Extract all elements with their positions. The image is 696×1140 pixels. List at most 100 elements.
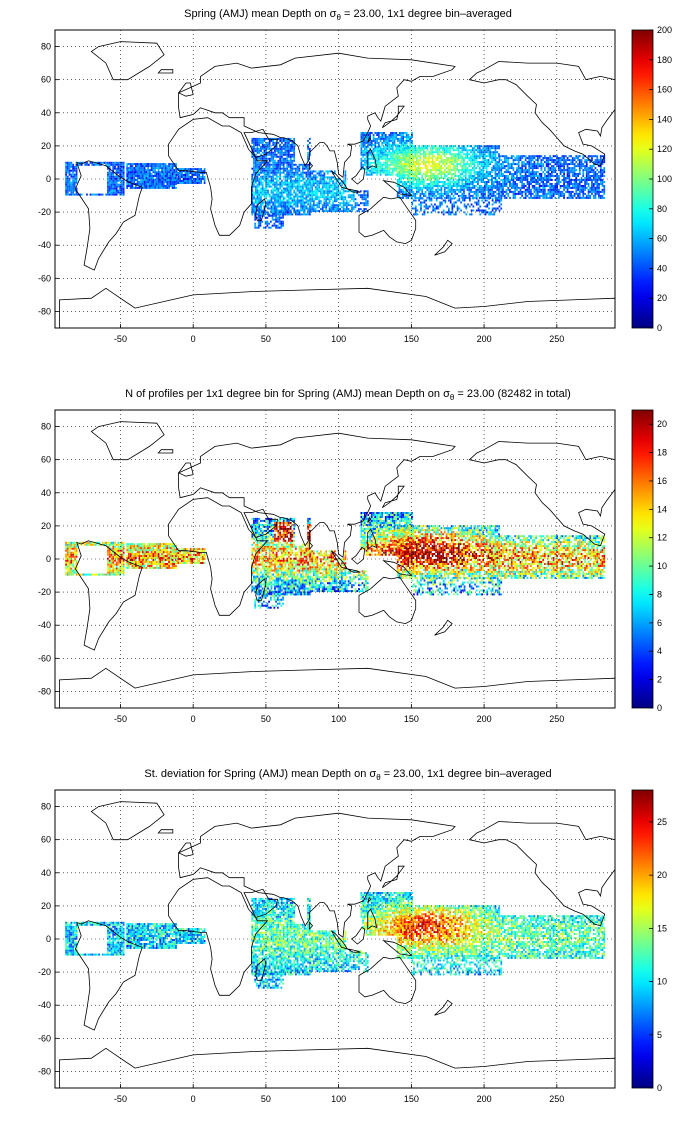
data-bin xyxy=(313,206,315,209)
data-bin xyxy=(552,190,555,193)
data-bin xyxy=(547,188,550,191)
data-bin xyxy=(468,183,471,185)
data-bin xyxy=(396,171,399,174)
data-bin xyxy=(191,180,194,182)
data-bin xyxy=(258,137,261,140)
data-bin xyxy=(563,179,565,181)
data-bin xyxy=(466,181,469,183)
data-bin xyxy=(105,163,108,166)
data-bin xyxy=(445,179,448,181)
data-bin xyxy=(363,163,366,166)
data-bin xyxy=(464,194,467,197)
data-bin xyxy=(461,181,464,183)
data-bin xyxy=(291,171,294,174)
data-bin xyxy=(181,174,183,176)
data-bin xyxy=(442,153,444,156)
data-bin xyxy=(302,197,304,200)
data-bin xyxy=(523,175,525,177)
data-bin xyxy=(135,185,137,187)
data-bin xyxy=(477,194,479,197)
data-bin xyxy=(282,199,285,202)
data-bin xyxy=(281,213,283,216)
data-bin xyxy=(339,202,341,205)
data-bin xyxy=(288,147,290,150)
data-bin xyxy=(288,205,290,208)
data-bin xyxy=(402,173,405,176)
data-bin xyxy=(360,134,363,136)
data-bin xyxy=(468,179,471,181)
data-bin xyxy=(575,186,578,189)
data-bin xyxy=(337,198,340,201)
data-bin xyxy=(384,139,387,142)
data-bin xyxy=(503,194,506,197)
data-bin xyxy=(573,171,576,174)
data-bin xyxy=(403,165,406,168)
data-bin xyxy=(367,155,370,158)
data-bin xyxy=(409,165,411,168)
data-bin xyxy=(423,161,425,164)
data-bin xyxy=(72,187,74,190)
data-bin xyxy=(417,177,420,179)
data-bin xyxy=(517,163,520,166)
data-bin xyxy=(379,137,382,140)
data-bin xyxy=(456,165,458,168)
data-bin xyxy=(295,203,297,206)
data-bin xyxy=(395,159,398,162)
data-bin xyxy=(337,208,340,211)
data-bin xyxy=(509,167,511,170)
data-bin xyxy=(256,193,259,196)
data-bin xyxy=(122,181,125,184)
data-bin xyxy=(547,175,550,177)
data-bin xyxy=(267,207,269,210)
data-bin xyxy=(282,197,285,200)
data-bin xyxy=(327,176,329,179)
data-bin xyxy=(72,173,74,176)
data-bin xyxy=(370,141,373,144)
data-bin xyxy=(438,167,441,170)
data-bin xyxy=(464,173,467,175)
data-bin xyxy=(417,183,420,185)
data-bin xyxy=(492,153,495,156)
data-bin xyxy=(260,141,262,144)
data-bin xyxy=(464,181,467,183)
data-bin xyxy=(545,171,548,174)
data-bin xyxy=(277,187,280,190)
data-bin xyxy=(578,185,581,187)
data-bin xyxy=(135,175,137,177)
data-bin xyxy=(271,214,274,217)
data-bin xyxy=(402,192,404,195)
data-bin xyxy=(456,183,458,185)
data-bin xyxy=(452,157,455,160)
data-bin xyxy=(509,165,511,168)
data-bin xyxy=(323,198,326,201)
data-bin xyxy=(459,194,462,197)
data-bin xyxy=(449,179,451,181)
data-bin xyxy=(254,207,257,210)
data-bin xyxy=(149,186,151,189)
data-bin xyxy=(157,181,160,183)
data-bin xyxy=(376,141,378,144)
data-bin xyxy=(485,173,488,175)
data-bin xyxy=(254,201,257,204)
data-bin xyxy=(391,161,394,164)
data-bin xyxy=(498,153,500,156)
data-bin xyxy=(456,167,458,170)
data-bin xyxy=(433,194,436,197)
data-bin xyxy=(251,173,254,176)
data-bin xyxy=(592,161,595,164)
data-bin xyxy=(478,151,481,154)
data-bin xyxy=(582,155,585,158)
data-bin xyxy=(487,147,490,150)
data-bin xyxy=(191,176,194,178)
data-bin xyxy=(530,163,532,166)
data-bin xyxy=(544,173,546,175)
data-bin xyxy=(260,149,262,152)
data-bin xyxy=(449,194,451,197)
data-bin xyxy=(552,165,555,168)
data-bin xyxy=(514,159,517,162)
data-bin xyxy=(284,203,287,206)
data-bin xyxy=(566,196,569,199)
data-bin xyxy=(286,189,289,192)
data-bin xyxy=(480,196,483,199)
data-bin xyxy=(391,141,394,144)
